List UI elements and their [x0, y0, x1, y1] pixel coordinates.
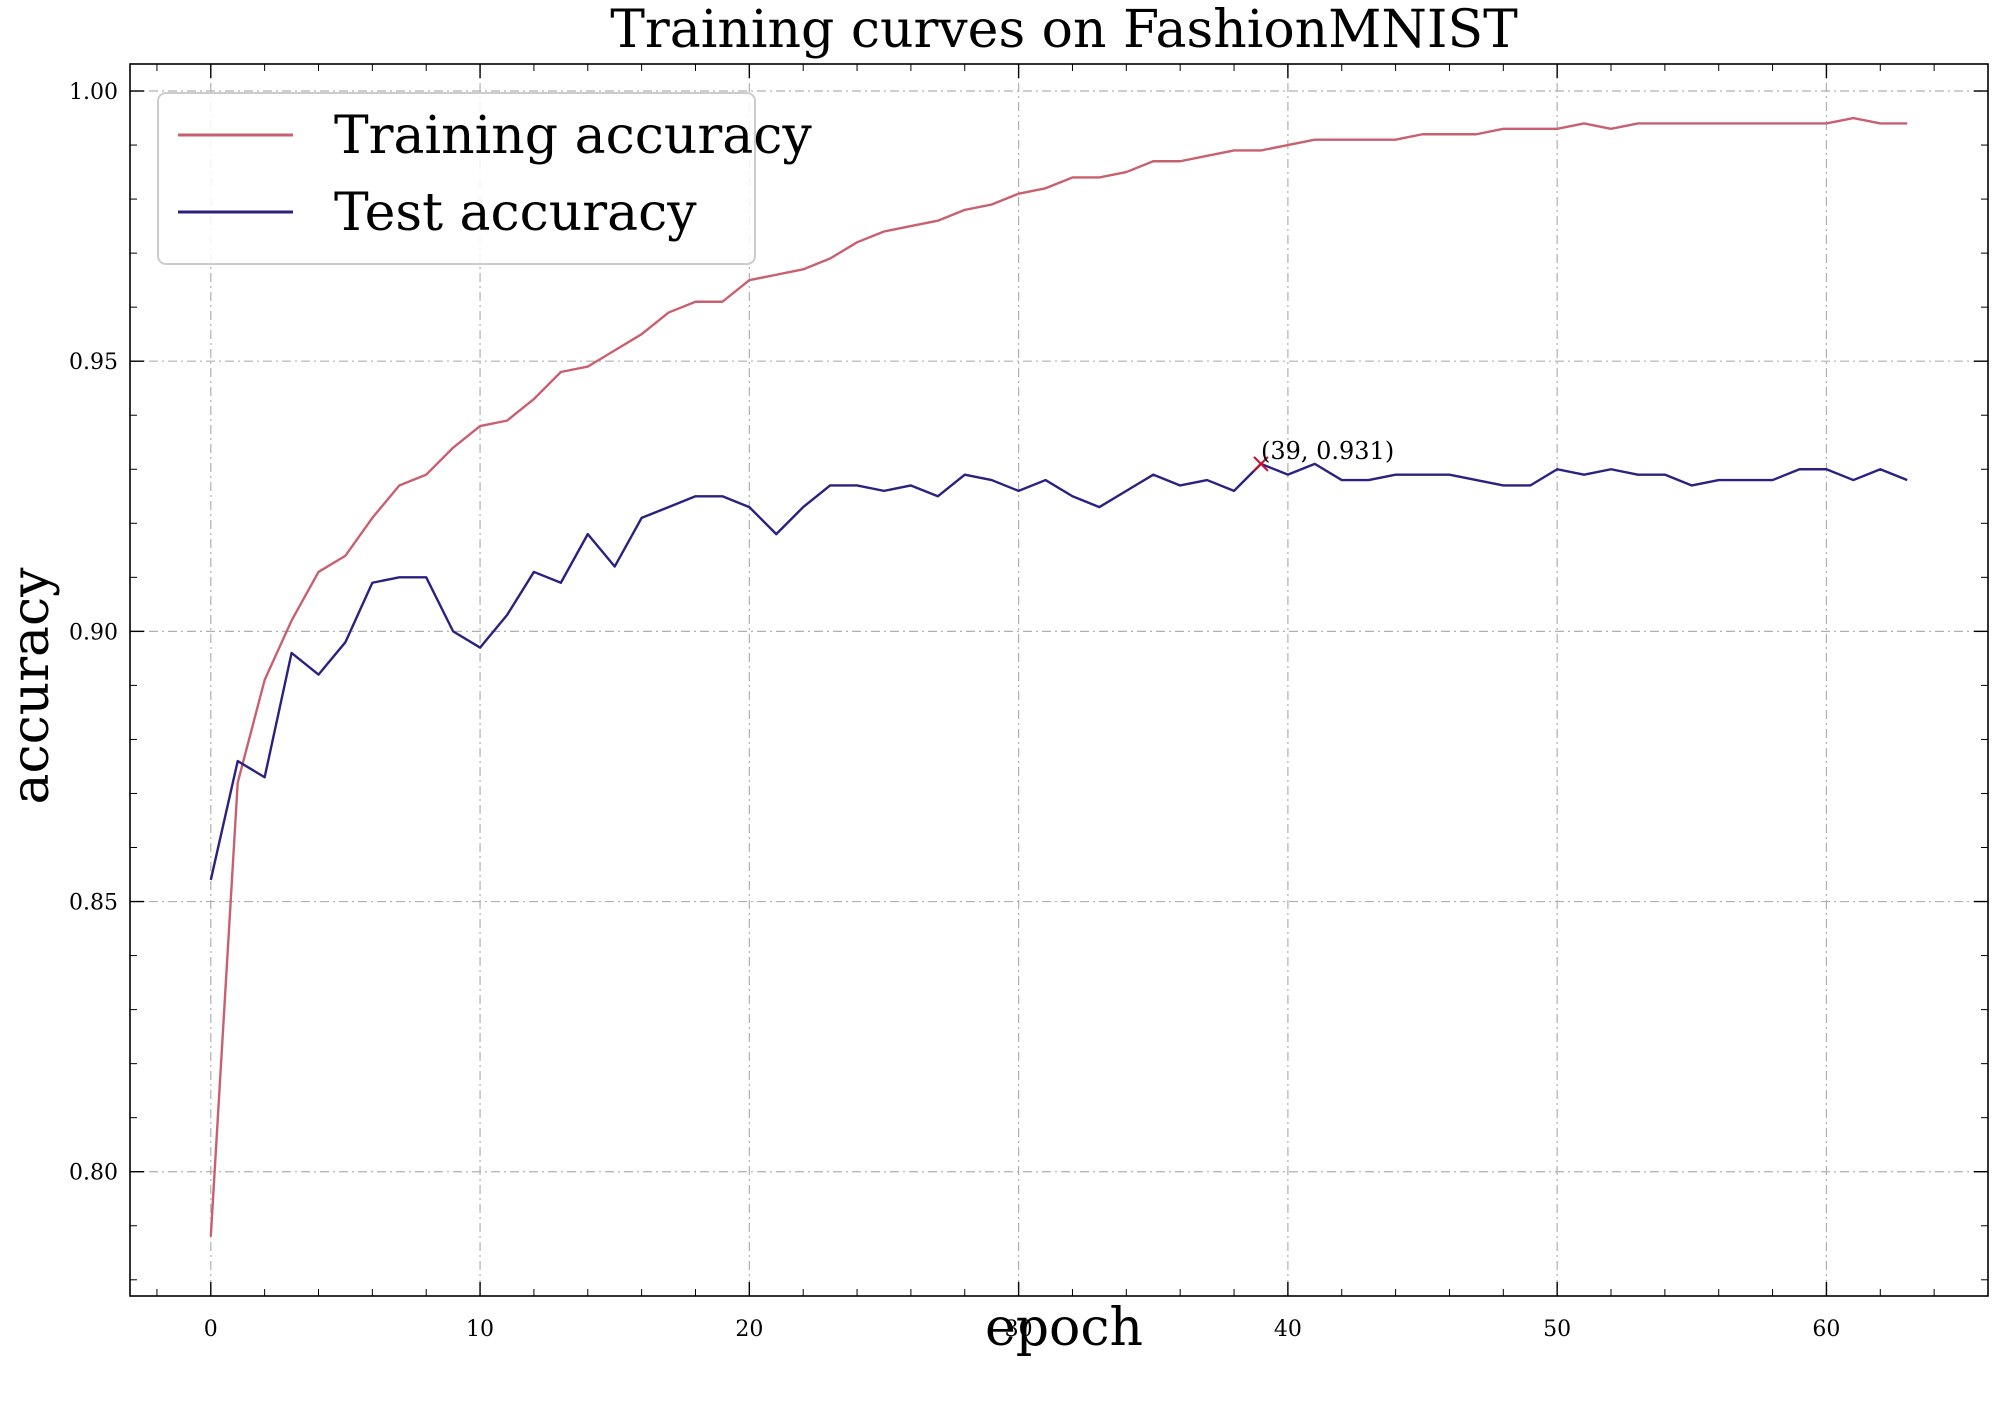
x-tick-label: 30 [1005, 1317, 1033, 1342]
y-tick-label: 0.90 [69, 620, 118, 645]
x-tick-label: 40 [1274, 1317, 1302, 1342]
legend-label-test: Test accuracy [334, 183, 697, 243]
legend-box [157, 92, 756, 265]
x-tick-label: 10 [466, 1317, 494, 1342]
x-tick-label: 50 [1543, 1317, 1571, 1342]
annotation-label: (39, 0.931) [1261, 437, 1394, 465]
grid [130, 64, 1988, 1296]
plot-area [209, 116, 1908, 1237]
legend: Training accuracy Test accuracy [157, 92, 812, 265]
tick-labels: 0 10 20 30 40 50 60 0.80 0.85 0.90 0.95 1.00 [69, 80, 1840, 1342]
series-line-training-accuracy [209, 116, 1908, 1237]
legend-label-training: Training accuracy [334, 106, 812, 166]
tick-marks [130, 64, 1989, 1296]
y-tick-label: 1.00 [69, 80, 118, 105]
axes-frame [129, 63, 1989, 1297]
series-line-test-accuracy [209, 462, 1908, 881]
axes [129, 63, 1989, 1297]
x-tick-label: 20 [735, 1317, 763, 1342]
annotation: (39, 0.931) [1253, 437, 1394, 472]
y-tick-label: 0.85 [69, 891, 118, 916]
x-tick-label: 0 [204, 1317, 218, 1342]
annotation-marker-stroke-2 [1253, 456, 1269, 472]
y-axis-title: accuracy [1, 567, 61, 805]
x-tick-label: 60 [1812, 1317, 1840, 1342]
y-tick-label: 0.95 [69, 350, 118, 375]
x-axis-title: epoch [985, 1298, 1143, 1358]
chart-title: Training curves on FashionMNIST [610, 0, 1518, 60]
y-tick-label: 0.80 [69, 1161, 118, 1186]
